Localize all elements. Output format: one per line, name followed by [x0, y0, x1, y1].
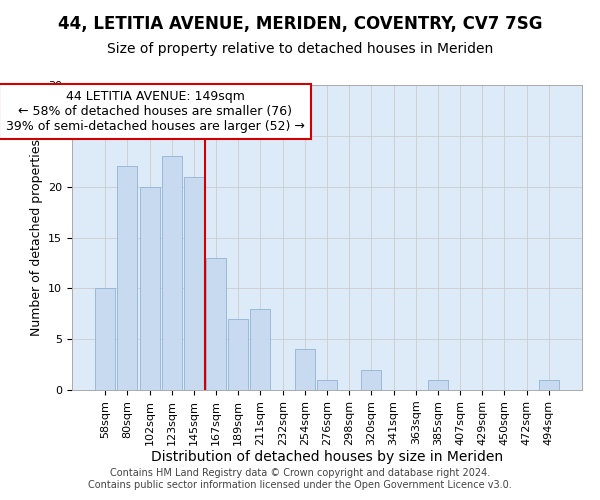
Bar: [428, 380, 448, 390]
Text: Contains public sector information licensed under the Open Government Licence v3: Contains public sector information licen…: [88, 480, 512, 490]
Bar: [295, 350, 315, 390]
Bar: [95, 288, 115, 390]
Bar: [140, 186, 160, 390]
Bar: [118, 166, 137, 390]
X-axis label: Distribution of detached houses by size in Meriden: Distribution of detached houses by size …: [151, 450, 503, 464]
Bar: [184, 176, 204, 390]
Text: 44, LETITIA AVENUE, MERIDEN, COVENTRY, CV7 7SG: 44, LETITIA AVENUE, MERIDEN, COVENTRY, C…: [58, 15, 542, 33]
Text: Size of property relative to detached houses in Meriden: Size of property relative to detached ho…: [107, 42, 493, 56]
Y-axis label: Number of detached properties: Number of detached properties: [29, 139, 43, 336]
Bar: [539, 380, 559, 390]
Text: 44 LETITIA AVENUE: 149sqm
← 58% of detached houses are smaller (76)
39% of semi-: 44 LETITIA AVENUE: 149sqm ← 58% of detac…: [5, 90, 305, 133]
Bar: [317, 380, 337, 390]
Bar: [206, 258, 226, 390]
Text: Contains HM Land Registry data © Crown copyright and database right 2024.: Contains HM Land Registry data © Crown c…: [110, 468, 490, 477]
Bar: [250, 308, 271, 390]
Bar: [361, 370, 382, 390]
Bar: [228, 319, 248, 390]
Bar: [162, 156, 182, 390]
